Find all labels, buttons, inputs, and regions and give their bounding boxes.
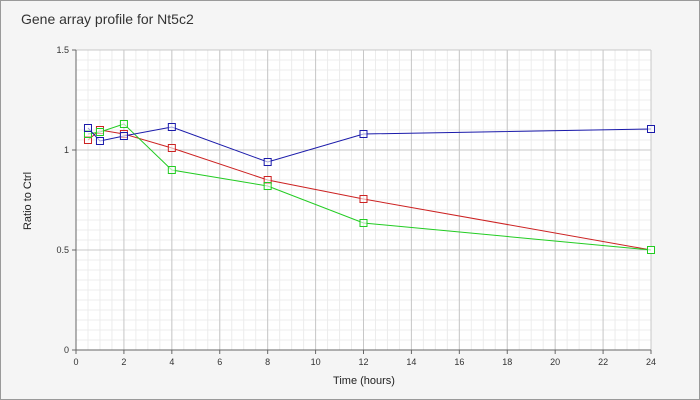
x-tick-label: 16 — [454, 357, 464, 367]
data-point-series-2 — [167, 123, 176, 131]
data-point-series-1 — [359, 219, 368, 227]
x-tick-label: 8 — [265, 357, 270, 367]
y-tick-label: 0 — [64, 345, 69, 355]
data-point-series-2 — [263, 158, 272, 166]
data-point-series-0 — [167, 144, 176, 152]
x-tick-label: 4 — [169, 357, 174, 367]
chart-title: Gene array profile for Nt5c2 — [21, 11, 194, 27]
y-tick-label: 1 — [64, 145, 69, 155]
data-point-series-2 — [83, 124, 92, 132]
data-point-series-2 — [95, 137, 104, 145]
data-point-series-1 — [119, 120, 128, 128]
x-tick-label: 18 — [502, 357, 512, 367]
y-tick-label: 0.5 — [56, 245, 69, 255]
x-tick-label: 6 — [217, 357, 222, 367]
data-point-series-2 — [647, 125, 655, 133]
data-point-series-1 — [167, 166, 176, 174]
x-tick-label: 20 — [550, 357, 560, 367]
x-tick-label: 22 — [598, 357, 608, 367]
data-point-series-1 — [95, 128, 104, 136]
data-point-series-1 — [647, 246, 655, 254]
data-point-series-2 — [119, 132, 128, 140]
x-tick-label: 24 — [646, 357, 656, 367]
x-tick-label: 14 — [406, 357, 416, 367]
x-tick-label: 10 — [311, 357, 321, 367]
data-point-series-1 — [263, 182, 272, 190]
y-tick-label: 1.5 — [56, 45, 69, 55]
x-tick-label: 0 — [73, 357, 78, 367]
data-point-series-2 — [359, 130, 368, 138]
x-tick-label: 12 — [358, 357, 368, 367]
x-tick-label: 2 — [121, 357, 126, 367]
data-point-series-0 — [359, 195, 368, 203]
x-axis-label: Time (hours) — [333, 375, 395, 387]
